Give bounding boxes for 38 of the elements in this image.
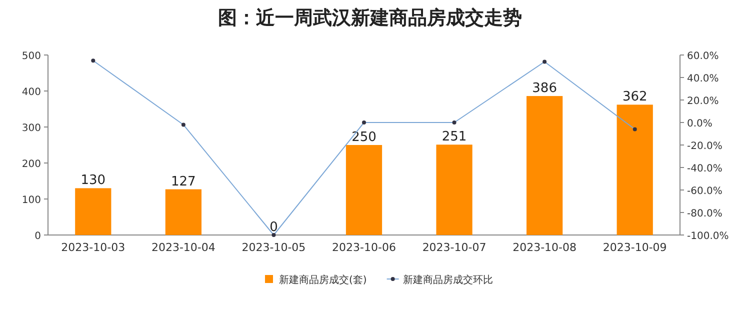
y-tick-label: 0 (34, 231, 41, 242)
y2-tick-label: 60.0% (687, 51, 719, 62)
bar (436, 144, 472, 235)
data-label: 0 (270, 220, 278, 235)
bar (346, 145, 382, 235)
data-label: 386 (532, 81, 557, 96)
x-tick-label: 2023-10-05 (242, 241, 306, 254)
legend-label: 新建商品房成交(套) (279, 274, 367, 286)
x-tick-label: 2023-10-07 (422, 241, 486, 254)
data-label: 250 (352, 130, 376, 145)
y2-tick-label: -100.0% (687, 231, 729, 242)
y2-tick-label: 0.0% (687, 118, 712, 130)
x-tick-label: 2023-10-04 (151, 241, 216, 254)
data-label: 127 (171, 174, 196, 190)
bar (526, 96, 563, 235)
y2-tick-label: -20.0% (687, 141, 722, 152)
y2-tick-label: -40.0% (687, 164, 722, 174)
x-tick-label: 2023-10-03 (61, 241, 126, 254)
legend-label: 新建商品房成交环比 (402, 274, 493, 286)
bar (616, 104, 653, 235)
data-label: 251 (442, 130, 467, 145)
y-tick-label: 400 (22, 87, 41, 98)
y2-tick-label: 20.0% (687, 96, 719, 107)
y-tick-label: 200 (22, 159, 41, 170)
bar (165, 189, 202, 235)
chart-title: 图：近一周武汉新建商品房成交走势 (218, 7, 522, 29)
y-tick-label: 300 (22, 123, 41, 134)
x-tick-label: 2023-10-06 (332, 241, 396, 254)
x-tick-label: 2023-10-08 (512, 241, 577, 254)
y2-tick-label: -80.0% (687, 208, 722, 220)
y-tick-label: 500 (22, 51, 41, 62)
y2-tick-label: -60.0% (687, 186, 722, 197)
data-label: 130 (80, 173, 106, 188)
y2-tick-label: 40.0% (687, 74, 719, 84)
data-label: 362 (622, 90, 648, 105)
y-tick-label: 100 (22, 195, 41, 206)
bar (75, 188, 112, 235)
x-tick-label: 2023-10-09 (602, 241, 667, 254)
